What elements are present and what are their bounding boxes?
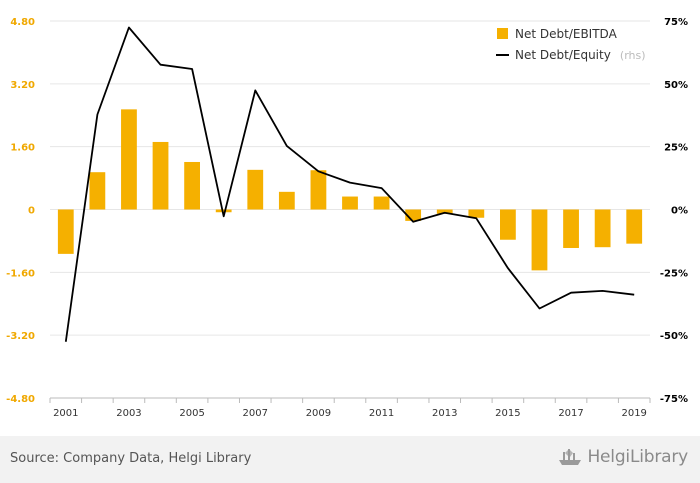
x-tick-label: 2007 — [243, 408, 268, 419]
x-tick-label: 2009 — [306, 408, 331, 419]
bar — [121, 109, 137, 210]
left-tick-label: -4.80 — [6, 394, 35, 405]
right-tick-label: -50% — [660, 331, 688, 342]
logo-text-library: Library — [629, 447, 688, 467]
left-tick-label: 3.20 — [10, 80, 35, 91]
x-axis — [49, 397, 651, 403]
legend-line-label-group: Net Debt/Equity (rhs) — [515, 44, 646, 63]
right-axis-ticks: 75% 50% 25% 0% -25% -50% -75% — [660, 17, 688, 405]
bar — [247, 169, 264, 210]
line-series — [64, 26, 635, 342]
right-tick-label: -25% — [660, 268, 688, 279]
x-tick-label: 2015 — [495, 408, 520, 419]
x-tick-label: 2017 — [558, 408, 583, 419]
x-tick-label: 2001 — [53, 408, 78, 419]
bar-series — [57, 109, 643, 271]
legend-bar-label: Net Debt/EBITDA — [515, 27, 618, 41]
bar — [563, 209, 579, 248]
helgi-library-logo: HelgiLibrary — [557, 447, 688, 467]
x-tick-label: 2005 — [179, 408, 204, 419]
gridlines — [50, 20, 650, 336]
left-tick-label: -3.20 — [6, 331, 35, 342]
footer: Source: Company Data, Helgi Library Helg… — [0, 436, 700, 483]
bar — [531, 209, 548, 271]
bar — [152, 141, 169, 210]
left-axis-ticks: 4.80 3.20 1.60 0 -1.60 -3.20 -4.80 — [6, 17, 35, 405]
logo-text: HelgiLibrary — [587, 447, 688, 467]
net-debt-equity-line — [64, 26, 635, 342]
bar — [405, 209, 422, 221]
left-tick-label: -1.60 — [6, 268, 35, 279]
bar — [278, 191, 295, 210]
right-tick-label: 50% — [664, 80, 688, 91]
logo-text-helgi: Helgi — [587, 447, 630, 467]
bar — [500, 209, 516, 240]
combo-chart: 4.80 3.20 1.60 0 -1.60 -3.20 -4.80 75% 50% 25% 0%… — [6, 17, 688, 419]
bar — [373, 196, 390, 210]
x-axis-ticks: 2001 2003 2005 2007 2009 2011 2013 2015 2017 2019 — [53, 408, 647, 419]
ship-icon — [559, 449, 582, 465]
bar — [89, 172, 106, 210]
source-note: Source: Company Data, Helgi Library — [10, 451, 252, 466]
bar — [594, 209, 611, 248]
bar — [436, 209, 453, 214]
right-tick-label: 75% — [664, 17, 688, 28]
left-tick-label: 0 — [28, 206, 35, 217]
bar — [184, 161, 200, 210]
bar — [215, 209, 232, 213]
left-tick-label: 1.60 — [10, 143, 35, 154]
x-tick-label: 2013 — [432, 408, 457, 419]
legend-line-label: Net Debt/Equity — [515, 48, 611, 62]
right-tick-label: 25% — [664, 143, 688, 154]
x-tick-label: 2011 — [369, 408, 394, 419]
bar — [342, 196, 358, 210]
right-tick-label: 0% — [671, 206, 688, 217]
x-tick-label: 2003 — [116, 408, 141, 419]
right-tick-label: -75% — [660, 394, 688, 405]
legend: Net Debt/EBITDA Net Debt/Equity (rhs) — [496, 27, 646, 63]
left-tick-label: 4.80 — [10, 17, 35, 28]
x-tick-label: 2019 — [621, 408, 646, 419]
bar — [468, 209, 485, 218]
legend-line-suffix: (rhs) — [620, 49, 646, 62]
bar — [57, 209, 74, 254]
bar — [626, 209, 643, 244]
legend-bar-swatch — [497, 28, 508, 39]
bar — [310, 170, 327, 210]
